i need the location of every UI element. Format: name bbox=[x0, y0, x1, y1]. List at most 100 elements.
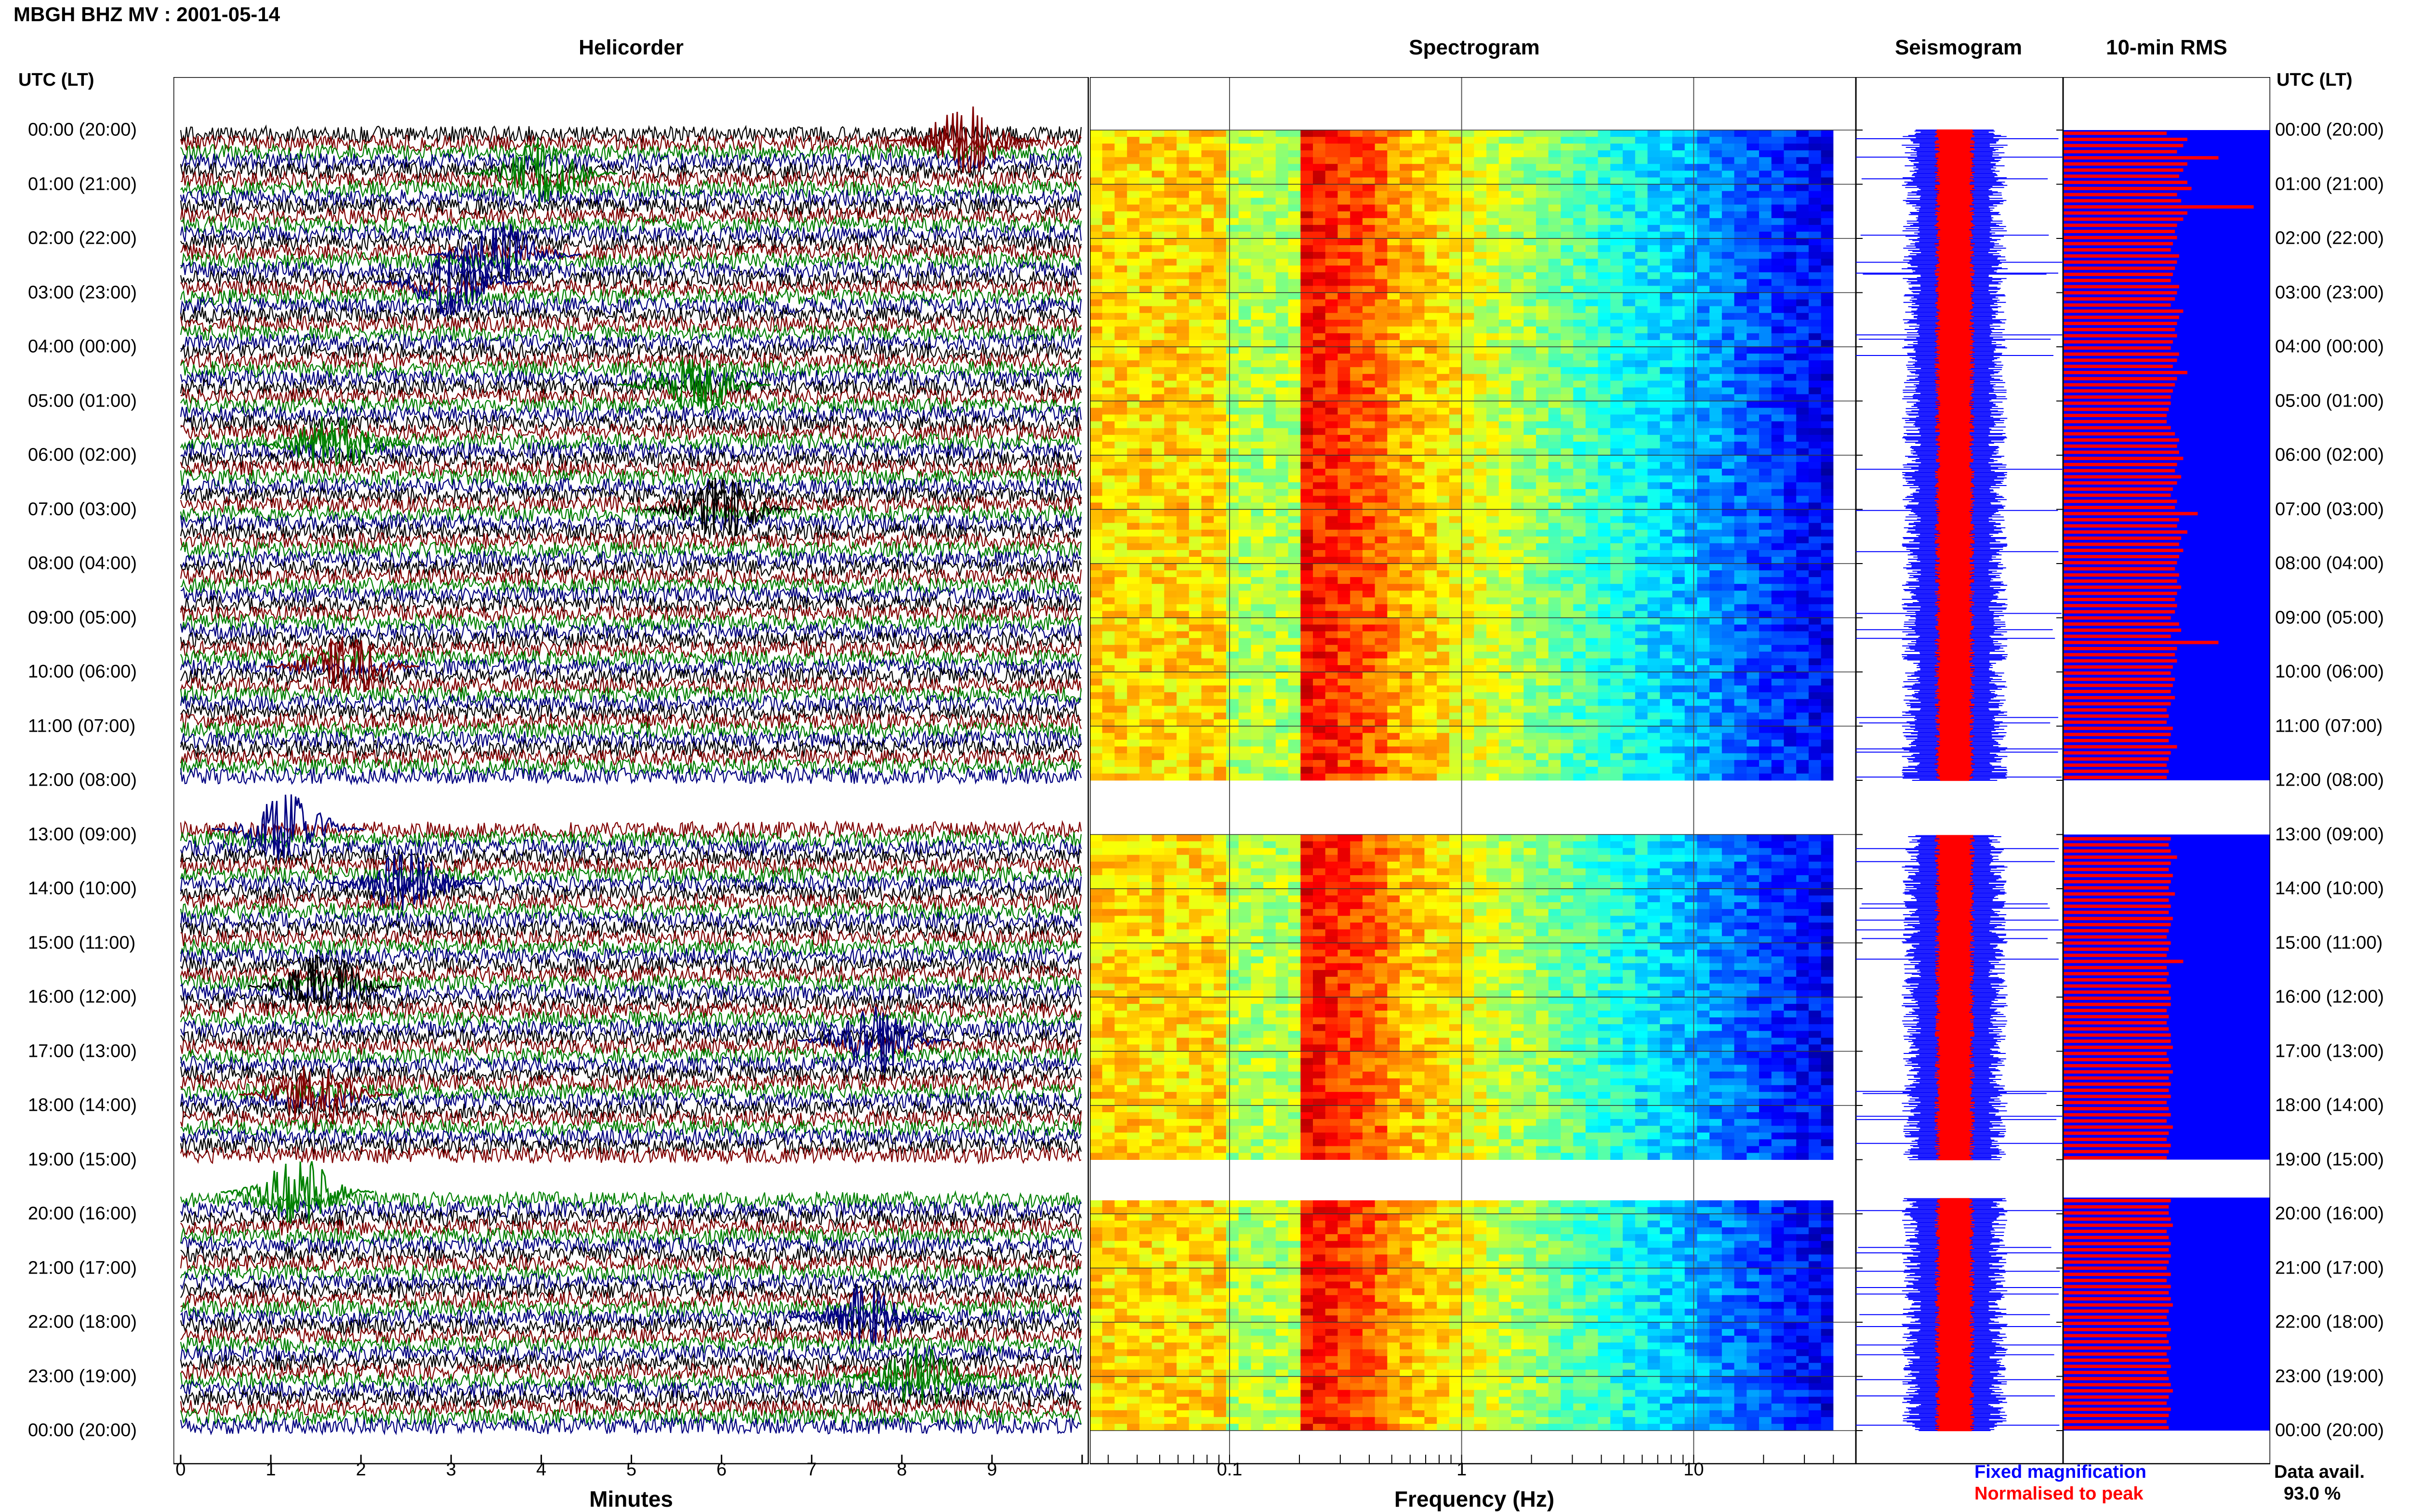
spectrogram-cell bbox=[1573, 354, 1586, 361]
spectrogram-cell bbox=[1350, 414, 1363, 422]
spectrogram-cell bbox=[1300, 319, 1313, 327]
spectrogram-cell bbox=[1437, 591, 1450, 598]
spectrogram-cell bbox=[1313, 434, 1326, 442]
spectrogram-cell bbox=[1362, 543, 1376, 551]
spectrogram-cell bbox=[1747, 347, 1760, 354]
spectrogram-cell bbox=[1623, 651, 1636, 659]
spectrogram-cell bbox=[1573, 319, 1586, 327]
spectrogram-cell bbox=[1660, 191, 1673, 198]
spectrogram-cell bbox=[1275, 550, 1289, 557]
spectrogram-cell bbox=[1610, 381, 1623, 388]
spectrogram-cell bbox=[1424, 577, 1437, 584]
spectrogram-cell bbox=[1511, 509, 1524, 517]
spectrogram-cell bbox=[1189, 381, 1202, 388]
spectrogram-cell bbox=[1201, 597, 1214, 605]
spectrogram-cell bbox=[1387, 536, 1400, 544]
spectrogram-cell bbox=[1759, 441, 1772, 449]
spectrogram-cell bbox=[1635, 360, 1648, 368]
spectrogram-cell bbox=[1610, 313, 1623, 320]
spectrogram-cell bbox=[1721, 577, 1735, 584]
spectrogram-cell bbox=[1796, 564, 1809, 571]
spectrogram-cell bbox=[1164, 184, 1177, 192]
spectrogram-cell bbox=[1672, 651, 1685, 659]
spectrogram-cell bbox=[1561, 455, 1574, 462]
helicorder-trace bbox=[180, 260, 1082, 280]
spectrogram-cell bbox=[1635, 197, 1648, 205]
spectrogram-cell bbox=[1523, 556, 1536, 564]
spectrogram-cell bbox=[1313, 462, 1326, 469]
spectrogram-cell bbox=[1647, 516, 1660, 524]
spectrogram-cell bbox=[1387, 224, 1400, 232]
spectrogram-cell bbox=[1808, 306, 1822, 314]
spectrogram-cell bbox=[1263, 299, 1276, 307]
spectrogram-cell bbox=[1164, 502, 1177, 510]
spectrogram-cell bbox=[1400, 462, 1413, 469]
spectrogram-cell bbox=[1375, 164, 1388, 171]
spectrogram-cell bbox=[1784, 428, 1797, 435]
spectrogram-cell bbox=[1585, 543, 1599, 551]
spectrogram-cell bbox=[1177, 218, 1190, 225]
spectrogram-cell bbox=[1784, 333, 1797, 341]
spectrogram-cell bbox=[1263, 489, 1276, 496]
spectrogram-cell bbox=[1747, 265, 1760, 273]
spectrogram-cell bbox=[1771, 502, 1784, 510]
spectrogram-row bbox=[1090, 577, 1834, 584]
spectrogram-cell bbox=[1313, 550, 1326, 557]
spectrogram-cell bbox=[1660, 597, 1673, 605]
spectrogram-cell bbox=[1387, 326, 1400, 334]
spectrogram-cell bbox=[1288, 286, 1301, 293]
spectrogram-cell bbox=[1449, 333, 1462, 341]
spectrogram-cell bbox=[1747, 401, 1760, 408]
spectrogram-cell bbox=[1647, 604, 1660, 611]
spectrogram-cell bbox=[1226, 245, 1239, 252]
helicorder-trace bbox=[180, 350, 1082, 370]
spectrogram-cell bbox=[1300, 224, 1313, 232]
spectrogram-cell bbox=[1114, 224, 1127, 232]
spectrogram-cell bbox=[1090, 333, 1103, 341]
spectrogram-cell bbox=[1647, 496, 1660, 503]
spectrogram-cell bbox=[1412, 529, 1425, 537]
spectrogram-cell bbox=[1362, 604, 1376, 611]
spectrogram-cell bbox=[1684, 245, 1697, 252]
spectrogram-cell bbox=[1189, 570, 1202, 578]
spectrogram-cell bbox=[1337, 584, 1350, 591]
spectrogram-cell bbox=[1387, 509, 1400, 517]
spectrogram-cell bbox=[1152, 475, 1165, 483]
spectrogram-row bbox=[1090, 252, 1834, 259]
spectrogram-cell bbox=[1635, 455, 1648, 462]
spectrogram-cell bbox=[1709, 367, 1722, 374]
spectrogram-cell bbox=[1808, 651, 1822, 659]
spectrogram-cell bbox=[1486, 591, 1499, 598]
spectrogram-cell bbox=[1362, 354, 1376, 361]
spectrogram-cell bbox=[1251, 502, 1264, 510]
spectrogram-cell bbox=[1598, 245, 1611, 252]
spectrogram-cell bbox=[1461, 333, 1474, 341]
helicorder-title: Helicorder bbox=[579, 36, 684, 59]
spectrogram-cell bbox=[1288, 340, 1301, 347]
spectrogram-cell bbox=[1139, 434, 1152, 442]
spectrogram-cell bbox=[1102, 604, 1115, 611]
spectrogram-cell bbox=[1424, 387, 1437, 394]
spectrogram-cell bbox=[1486, 523, 1499, 530]
spectrogram-cell bbox=[1747, 150, 1760, 158]
spectrogram-cell bbox=[1214, 347, 1227, 354]
spectrogram-cell bbox=[1734, 496, 1747, 503]
spectrogram-cell bbox=[1102, 265, 1115, 273]
spectrogram-cell bbox=[1498, 455, 1512, 462]
spectrogram-cell bbox=[1461, 618, 1474, 625]
spectrogram-cell bbox=[1412, 367, 1425, 374]
spectrogram-cell bbox=[1523, 434, 1536, 442]
spectrogram-cell bbox=[1697, 306, 1710, 314]
spectrogram-cell bbox=[1511, 434, 1524, 442]
spectrogram-cell bbox=[1771, 224, 1784, 232]
spectrogram-cell bbox=[1635, 408, 1648, 415]
spectrogram-cell bbox=[1226, 279, 1239, 286]
spectrogram-cell bbox=[1238, 157, 1251, 164]
spectrogram-cell bbox=[1561, 624, 1574, 632]
spectrogram-cell bbox=[1127, 286, 1140, 293]
spectrogram-cell bbox=[1821, 611, 1834, 618]
spectrogram-cell bbox=[1796, 279, 1809, 286]
spectrogram-cell bbox=[1201, 211, 1214, 219]
spectrogram-cell bbox=[1263, 591, 1276, 598]
spectrogram-cell bbox=[1672, 171, 1685, 178]
